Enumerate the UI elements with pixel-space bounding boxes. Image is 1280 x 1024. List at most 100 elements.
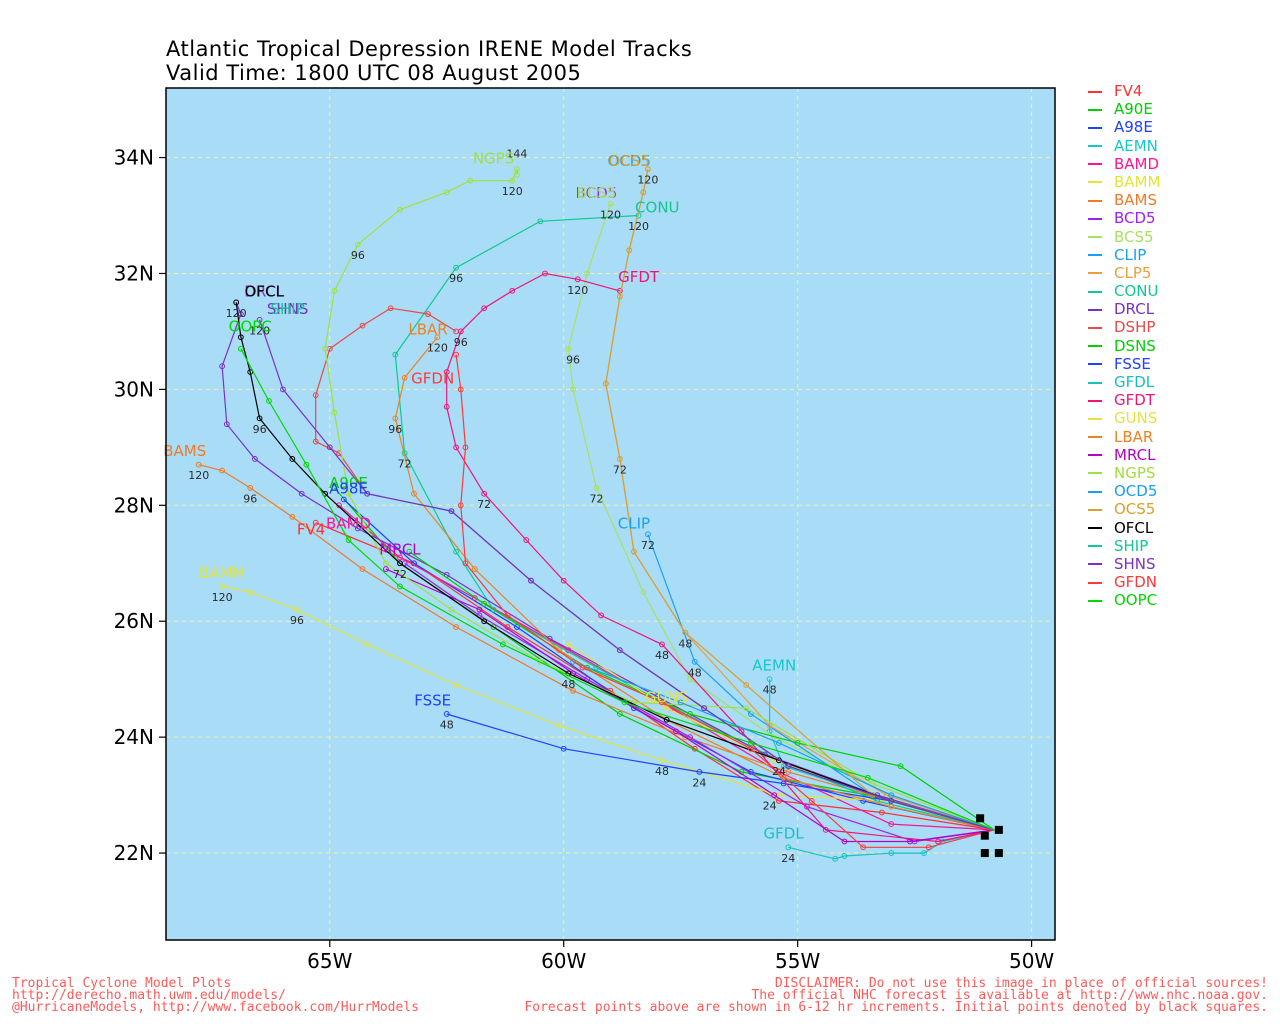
- forecast-point: [247, 485, 254, 491]
- model-label: OCS5: [609, 152, 650, 170]
- hour-label: 144: [506, 148, 527, 161]
- hour-label: 48: [561, 678, 575, 691]
- forecast-point: [616, 293, 623, 300]
- forecast-point: [256, 316, 263, 323]
- forecast-point: [808, 797, 815, 804]
- forecast-point: [616, 647, 623, 654]
- track-line: [221, 302, 995, 831]
- forecast-point: [322, 345, 328, 352]
- track-line: [394, 336, 995, 831]
- legend-item-fv4: FV4: [1088, 82, 1160, 100]
- forecast-point: [392, 415, 399, 422]
- hour-label: 96: [290, 614, 304, 627]
- legend-swatch: [1088, 236, 1102, 238]
- forecast-point: [602, 380, 609, 387]
- track-shns: [256, 316, 995, 831]
- forecast-point: [266, 398, 272, 404]
- forecast-point: [237, 345, 244, 352]
- footer-link[interactable]: @HurricaneModels, http://www.facebook.co…: [12, 1000, 419, 1015]
- ocean-area: [166, 88, 1055, 940]
- forecast-point: [509, 287, 516, 294]
- forecast-point: [841, 838, 848, 845]
- x-tick-label: 60W: [541, 949, 586, 973]
- legend-item-clp5: CLP5: [1088, 264, 1160, 282]
- forecast-point: [247, 589, 254, 596]
- forecast-point: [822, 826, 829, 833]
- forecast-point: [383, 560, 389, 567]
- legend-label: GUNS: [1114, 409, 1158, 428]
- model-label: LBAR: [408, 320, 447, 338]
- forecast-point: [443, 189, 450, 196]
- forecast-point: [691, 658, 698, 665]
- track-line: [572, 661, 995, 831]
- initial-point: [976, 814, 985, 823]
- forecast-point: [256, 415, 263, 422]
- forecast-point: [659, 757, 665, 764]
- legend-swatch: [1088, 199, 1102, 202]
- legend-label: BAMS: [1114, 191, 1158, 210]
- footer-link[interactable]: http://derecho.math.uwm.edu/models/: [12, 988, 286, 1003]
- legend-swatch: [1088, 145, 1102, 148]
- hour-label: 96: [253, 423, 267, 436]
- legend-item-bams: BAMS: [1088, 191, 1160, 209]
- forecast-point: [579, 664, 586, 671]
- forecast-point: [696, 769, 703, 775]
- forecast-point: [616, 711, 623, 717]
- forecast-point: [252, 456, 258, 462]
- forecast-point: [331, 485, 338, 491]
- model-label: GFDL: [764, 825, 805, 843]
- forecast-point: [397, 560, 403, 567]
- forecast-point: [888, 821, 895, 827]
- model-label: SHNS: [267, 300, 309, 318]
- forecast-point: [457, 386, 464, 393]
- forecast-point: [776, 757, 782, 764]
- forecast-point: [556, 722, 562, 729]
- forecast-point: [645, 166, 651, 173]
- legend-swatch: [1088, 163, 1102, 166]
- chart-title: Atlantic Tropical Depression IRENE Model…: [166, 37, 693, 61]
- hour-label: 120: [188, 469, 209, 482]
- legend-swatch: [1088, 490, 1102, 493]
- track-gfdt: [443, 270, 995, 845]
- legend-item-ocd5: OCD5: [1088, 482, 1160, 500]
- track-line: [788, 829, 995, 860]
- forecast-point: [312, 392, 319, 399]
- legend-item-aemn: AEMN: [1088, 137, 1160, 155]
- forecast-point: [785, 769, 792, 775]
- forecast-point: [237, 334, 244, 341]
- legend-label: BAMM: [1114, 172, 1161, 191]
- legend-label: BCS5: [1114, 227, 1154, 246]
- forecast-point: [780, 774, 787, 781]
- legend-swatch: [1088, 508, 1102, 511]
- forecast-point: [663, 705, 670, 712]
- model-label: CONU: [635, 199, 679, 217]
- model-label: MRCL: [379, 541, 421, 559]
- legend-label: NGPS: [1114, 463, 1156, 482]
- forecast-point: [345, 490, 352, 497]
- legend-label: FV4: [1114, 82, 1143, 100]
- initial-point: [980, 849, 989, 858]
- legend-swatch: [1088, 90, 1102, 93]
- forecast-point: [397, 206, 403, 213]
- legend-label: GFDN: [1114, 573, 1158, 592]
- disclaimer-line: The official NHC forecast is available a…: [751, 988, 1268, 1003]
- legend-label: OFCL: [1114, 518, 1154, 537]
- track-line: [567, 203, 995, 831]
- hour-label: 48: [655, 649, 669, 662]
- model-label: GFDN: [411, 370, 454, 388]
- forecast-point: [354, 525, 361, 532]
- forecast-point: [659, 641, 665, 648]
- legend-label: CLP5: [1114, 263, 1152, 282]
- legend-swatch: [1088, 381, 1102, 384]
- forecast-point: [747, 745, 754, 752]
- forecast-point: [298, 490, 305, 497]
- legend-label: GFDT: [1114, 391, 1155, 410]
- forecast-point: [443, 711, 450, 717]
- hour-label: 72: [393, 568, 407, 581]
- legend-label: CLIP: [1114, 245, 1147, 264]
- legend-swatch: [1088, 126, 1102, 129]
- model-label: BAMM: [199, 564, 245, 582]
- hour-label: 96: [449, 272, 463, 285]
- model-label: OCD5: [608, 152, 651, 170]
- legend-label: MRCL: [1114, 445, 1156, 464]
